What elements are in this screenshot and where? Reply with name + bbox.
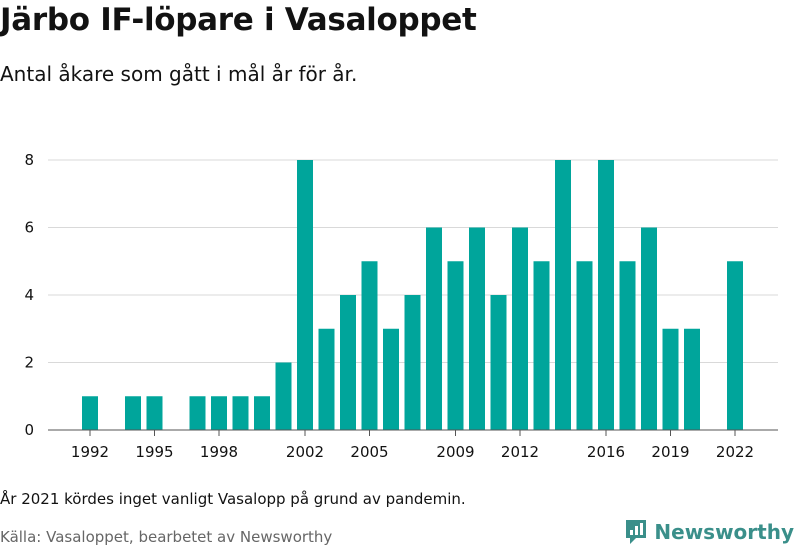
bar-2019 xyxy=(662,328,679,430)
bar-chart: 1992 1995 1998 2002 2005 2009 2012 2016 2019 2022… xyxy=(24,151,778,461)
chart-title: Järbo IF-löpare i Vasaloppet xyxy=(0,2,477,38)
bar-2006 xyxy=(383,328,399,430)
bar-2020 xyxy=(684,328,700,430)
x-tick-label: 1992 xyxy=(71,443,109,461)
bar-2002 xyxy=(297,160,313,430)
x-tick-label: 1998 xyxy=(200,443,238,461)
bar-1995 xyxy=(146,396,163,430)
footnote: År 2021 kördes inget vanligt Vasalopp på… xyxy=(0,490,466,508)
bar-2004 xyxy=(340,295,356,430)
x-tick-label: 2016 xyxy=(587,443,625,461)
bar-1992 xyxy=(82,396,98,430)
bar-2008 xyxy=(426,227,442,430)
brand: Newsworthy xyxy=(624,518,794,546)
bar-2001 xyxy=(275,362,292,430)
x-tick-label: 2002 xyxy=(286,443,324,461)
y-axis: 0 2 4 6 8 xyxy=(24,151,34,439)
newsworthy-logo-icon xyxy=(626,520,647,544)
bars xyxy=(82,160,743,430)
y-tick-label: 2 xyxy=(24,354,34,372)
bar-2005 xyxy=(361,261,378,430)
bar-2010 xyxy=(469,227,485,430)
source-credit: Källa: Vasaloppet, bearbetet av Newswort… xyxy=(0,528,333,546)
bar-2018 xyxy=(641,227,657,430)
bar-2022 xyxy=(727,261,743,430)
bar-1998 xyxy=(211,396,227,430)
bar-1999 xyxy=(232,396,249,430)
x-axis: 1992 1995 1998 2002 2005 2009 2012 2016 2019 2022 xyxy=(48,429,778,461)
bar-2014 xyxy=(555,160,571,430)
x-tick-label: 2009 xyxy=(436,443,474,461)
y-tick-label: 8 xyxy=(24,151,34,169)
y-tick-label: 0 xyxy=(24,421,34,439)
bar-2015 xyxy=(576,261,593,430)
bar-2012 xyxy=(512,227,528,430)
y-tick-label: 4 xyxy=(24,286,34,304)
y-tick-label: 6 xyxy=(24,219,34,237)
bar-2016 xyxy=(598,160,614,430)
bar-2000 xyxy=(254,396,270,430)
bar-2011 xyxy=(490,295,507,430)
bar-2009 xyxy=(447,261,464,430)
bar-2007 xyxy=(404,295,421,430)
bar-2013 xyxy=(533,261,550,430)
x-tick-label: 2022 xyxy=(716,443,754,461)
chart-subtitle: Antal åkare som gått i mål år för år. xyxy=(0,62,358,86)
brand-name: Newsworthy xyxy=(654,520,794,544)
bar-1994 xyxy=(125,396,141,430)
bar-2003 xyxy=(318,328,335,430)
x-tick-label: 2019 xyxy=(651,443,689,461)
bar-1997 xyxy=(189,396,206,430)
x-tick-label: 2012 xyxy=(501,443,539,461)
bar-2017 xyxy=(619,261,636,430)
x-tick-label: 2005 xyxy=(350,443,388,461)
x-tick-label: 1995 xyxy=(135,443,173,461)
